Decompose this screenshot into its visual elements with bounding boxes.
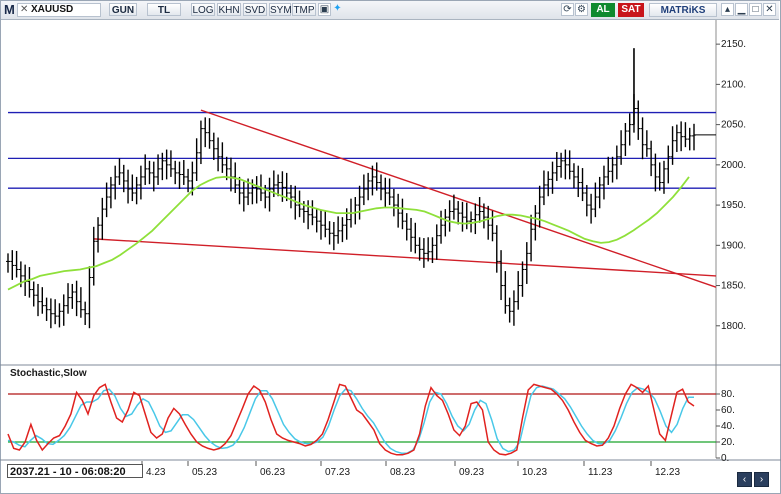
sym-button[interactable]: SYM	[269, 3, 292, 16]
x-tick-label: 06.23	[260, 467, 285, 478]
y-tick-label: 2000.	[721, 160, 746, 171]
save-icon[interactable]: ▣	[318, 3, 331, 16]
symbol-field[interactable]: ✕ XAUUSD	[17, 3, 101, 17]
x-tick-label: 05.23	[192, 467, 217, 478]
close-window-icon[interactable]: ✕	[763, 3, 776, 16]
gear-icon[interactable]: ⚙	[575, 3, 588, 16]
stoch-tick-label: 20.	[721, 437, 735, 448]
x-tick-label: 07.23	[325, 467, 350, 478]
stoch-d-line	[7, 385, 694, 454]
y-tick-label: 1800.	[721, 321, 746, 332]
svd-button[interactable]: SVD	[243, 3, 267, 16]
scroll-left-icon[interactable]: ‹	[737, 472, 752, 487]
stoch-tick-label: 60.	[721, 405, 735, 416]
x-tick-label: 11.23	[588, 467, 613, 478]
x-tick-label: 12.23	[655, 467, 680, 478]
x-tick-label: 4.23	[146, 467, 166, 478]
indicator-title: Stochastic,Slow	[10, 368, 87, 379]
log-button[interactable]: LOG	[191, 3, 215, 16]
period-button-tl[interactable]: TL	[147, 3, 181, 16]
y-tick-label: 2100.	[721, 79, 746, 90]
status-readout: 2037.21 - 10 - 06:08:20	[7, 464, 143, 478]
y-tick-label: 1950.	[721, 200, 746, 211]
y-tick-label: 2050.	[721, 120, 746, 131]
brand-label: MATRiKS	[649, 3, 717, 17]
moving-average-line	[7, 175, 690, 291]
sell-button[interactable]: SAT	[618, 3, 644, 17]
buy-button[interactable]: AL	[591, 3, 615, 17]
stoch-tick-label: 80.	[721, 389, 735, 400]
stoch-tick-label: 40.	[721, 421, 735, 432]
twitter-icon[interactable]: ✦	[333, 3, 342, 14]
trend-line	[93, 238, 717, 277]
tmp-button[interactable]: TMP	[292, 3, 316, 16]
close-icon[interactable]: ✕	[20, 4, 29, 15]
y-tick-label: 1850.	[721, 281, 746, 292]
minimize-icon[interactable]: ▁	[735, 3, 748, 16]
period-button-gun[interactable]: GUN	[109, 3, 137, 16]
stoch-k-line	[7, 383, 695, 456]
y-tick-label: 2150.	[721, 39, 746, 50]
trend-line	[200, 109, 717, 288]
x-tick-label: 10.23	[522, 467, 547, 478]
scroll-right-icon[interactable]: ›	[754, 472, 769, 487]
x-tick-label: 08.23	[390, 467, 415, 478]
maximize-icon[interactable]: □	[749, 3, 762, 16]
y-tick-label: 1900.	[721, 240, 746, 251]
chevron-up-icon[interactable]: ▴	[721, 3, 734, 16]
chart-toolbar: M ✕ XAUUSD GUN TL LOG KHN SVD SYM TMP ▣ …	[1, 1, 779, 20]
symbol-value: XAUUSD	[31, 4, 74, 15]
app-logo: M	[4, 2, 15, 17]
refresh-icon[interactable]: ⟳	[561, 3, 574, 16]
stoch-tick-label: 0.	[721, 453, 729, 464]
khn-button[interactable]: KHN	[217, 3, 241, 16]
x-tick-label: 09.23	[459, 467, 484, 478]
